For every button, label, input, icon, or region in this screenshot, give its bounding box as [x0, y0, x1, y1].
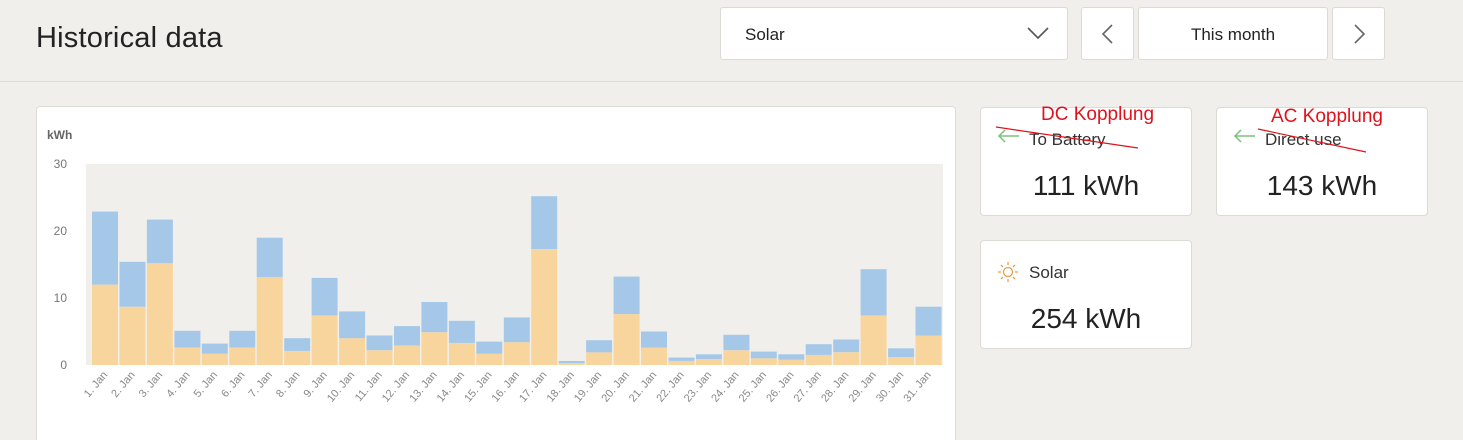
bar-segment-battery[interactable] — [366, 335, 393, 351]
stat-card-direct-use: Direct use 143 kWh — [1216, 107, 1428, 216]
bar-segment-battery[interactable] — [174, 330, 201, 348]
annotation-ac-kopplung: AC Kopplung — [1271, 106, 1383, 127]
page-title: Historical data — [36, 22, 223, 54]
bar-segment-battery[interactable] — [476, 341, 503, 354]
bar-segment-solar[interactable] — [723, 350, 750, 365]
chevron-left-icon — [1101, 24, 1113, 44]
bar-segment-battery[interactable] — [448, 320, 475, 343]
bar-segment-battery[interactable] — [860, 269, 887, 316]
chevron-down-icon — [1027, 27, 1049, 40]
bar-segment-solar[interactable] — [339, 338, 366, 365]
bar-segment-solar[interactable] — [778, 359, 805, 365]
bar-segment-solar[interactable] — [146, 263, 173, 365]
bar-segment-solar[interactable] — [256, 277, 283, 365]
bar-segment-solar[interactable] — [119, 306, 146, 365]
bar-segment-solar[interactable] — [503, 342, 530, 365]
bar-segment-solar[interactable] — [174, 347, 201, 365]
y-tick-label: 10 — [54, 291, 68, 305]
bar-segment-solar[interactable] — [311, 315, 338, 365]
page-header: Historical data Solar This month — [0, 0, 1463, 82]
source-select[interactable]: Solar — [720, 7, 1068, 60]
bar-segment-solar[interactable] — [558, 363, 585, 365]
y-axis-unit-label: kWh — [47, 128, 72, 142]
y-tick-label: 30 — [54, 157, 68, 171]
stat-value-to-battery: 111 kWh — [1032, 170, 1140, 201]
bar-segment-battery[interactable] — [723, 334, 750, 351]
bar-segment-battery[interactable] — [339, 311, 366, 339]
bar-segment-battery[interactable] — [613, 276, 640, 315]
bar-segment-solar[interactable] — [92, 284, 118, 365]
bar-segment-solar[interactable] — [805, 354, 832, 365]
bar-segment-battery[interactable] — [695, 354, 722, 359]
bar-segment-battery[interactable] — [201, 343, 228, 354]
bar-segment-solar[interactable] — [695, 359, 722, 365]
bar-segment-battery[interactable] — [146, 219, 173, 264]
annotation-dc-kopplung: DC Kopplung — [1041, 104, 1155, 125]
bar-segment-solar[interactable] — [613, 314, 640, 365]
bar-segment-solar[interactable] — [201, 353, 228, 365]
bar-segment-battery[interactable] — [311, 277, 338, 316]
bar-segment-battery[interactable] — [92, 211, 118, 285]
bar-segment-battery[interactable] — [641, 331, 667, 348]
bar-segment-battery[interactable] — [394, 326, 420, 346]
arrow-left-icon — [997, 129, 1019, 143]
next-period-button[interactable] — [1332, 7, 1385, 60]
bar-segment-solar[interactable] — [476, 353, 503, 365]
bar-segment-battery[interactable] — [888, 348, 915, 357]
stat-card-to-battery: To Battery 111 kWh — [980, 107, 1192, 216]
bar-segment-battery[interactable] — [668, 357, 695, 361]
bar-segment-solar[interactable] — [586, 352, 613, 365]
bar-segment-solar[interactable] — [915, 335, 942, 366]
y-tick-label: 20 — [54, 224, 68, 238]
stat-label-solar: Solar — [1029, 263, 1069, 282]
bar-segment-solar[interactable] — [394, 345, 420, 365]
bar-segment-battery[interactable] — [503, 317, 530, 343]
bar-segment-battery[interactable] — [558, 361, 585, 363]
bar-segment-battery[interactable] — [805, 344, 832, 355]
bar-segment-battery[interactable] — [586, 340, 613, 353]
bar-segment-solar[interactable] — [888, 357, 915, 365]
stat-value-solar: 254 kWh — [1030, 303, 1142, 334]
bar-segment-solar[interactable] — [668, 361, 695, 365]
chevron-right-icon — [1354, 24, 1366, 44]
stat-card-solar: Solar 254 kWh — [980, 240, 1192, 349]
source-select-value: Solar — [745, 25, 785, 44]
arrow-left-icon — [1233, 129, 1255, 143]
bar-segment-battery[interactable] — [119, 261, 146, 307]
bar-segment-solar[interactable] — [229, 347, 256, 365]
sun-icon — [998, 262, 1018, 282]
bar-segment-battery[interactable] — [229, 330, 256, 348]
period-display[interactable]: This month — [1138, 7, 1328, 60]
bar-segment-battery[interactable] — [750, 351, 777, 359]
bar-segment-battery[interactable] — [531, 196, 558, 250]
bar-segment-battery[interactable] — [915, 306, 942, 336]
bar-segment-solar[interactable] — [448, 342, 475, 365]
bar-segment-battery[interactable] — [778, 354, 805, 360]
bar-segment-solar[interactable] — [641, 347, 667, 365]
bar-segment-battery[interactable] — [833, 339, 860, 353]
bar-segment-solar[interactable] — [284, 350, 311, 365]
stat-value-direct-use: 143 kWh — [1266, 170, 1378, 201]
previous-period-button[interactable] — [1081, 7, 1134, 60]
bar-segment-solar[interactable] — [531, 249, 558, 365]
bar-segment-solar[interactable] — [860, 315, 887, 365]
bar-segment-solar[interactable] — [366, 350, 393, 365]
history-chart-card: kWh 0 10 20 30 1. Jan 2. Jan 3. Jan 4. Jan 5. Ja… — [36, 106, 956, 440]
bar-segment-solar[interactable] — [421, 332, 448, 365]
bar-segment-solar[interactable] — [833, 352, 860, 365]
bar-segment-solar[interactable] — [750, 358, 777, 365]
bar-segment-battery[interactable] — [421, 302, 448, 333]
bar-segment-battery[interactable] — [284, 338, 311, 351]
y-tick-label: 0 — [60, 358, 67, 372]
bar-segment-battery[interactable] — [256, 237, 283, 278]
